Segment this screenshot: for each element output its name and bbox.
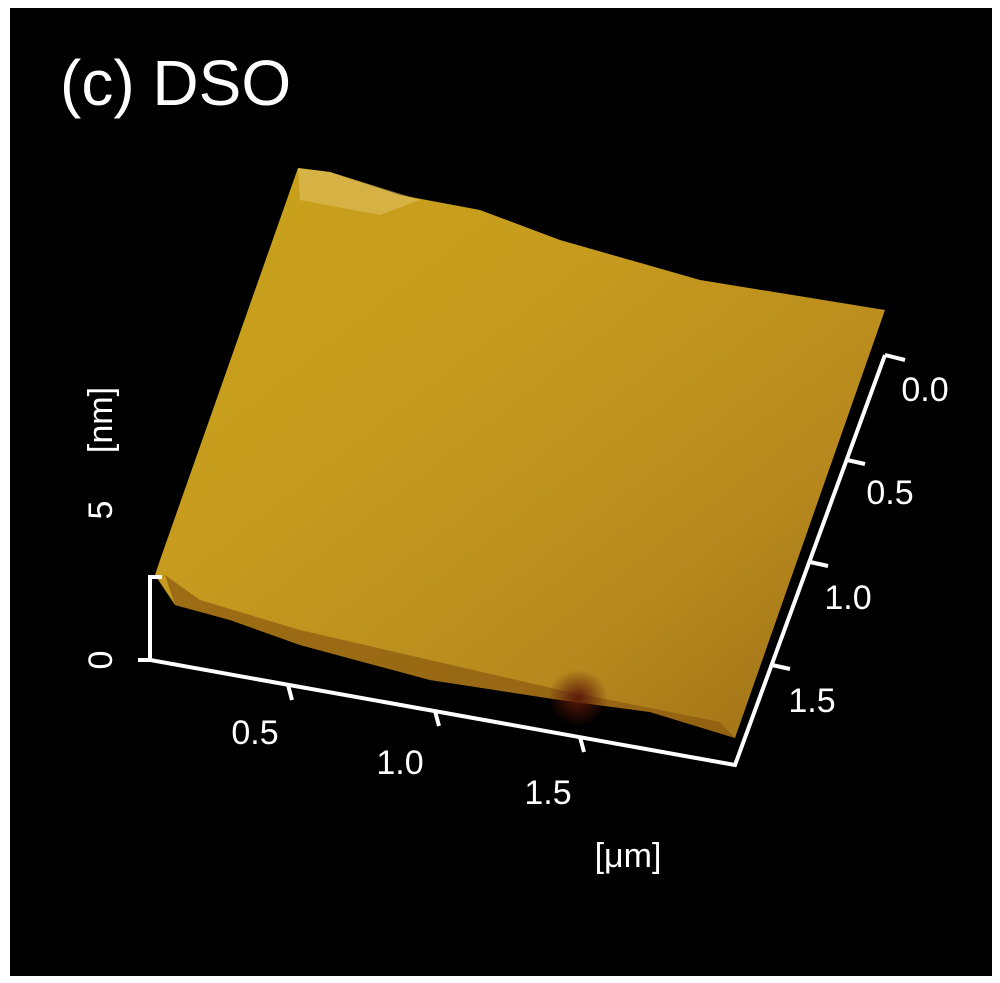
z-tick-label: 5 bbox=[82, 501, 120, 520]
y-tick-label: 0.5 bbox=[866, 474, 913, 512]
z-axis-label: [nm] bbox=[82, 387, 120, 453]
z-tick-label: 0 bbox=[82, 651, 120, 670]
x-axis-label: [μm] bbox=[595, 837, 662, 875]
surface-pit bbox=[548, 670, 608, 726]
afm-figure: (c) DSO 0 5 [nm] 0.5 1.0 1.5 [μm] 0.0 0.… bbox=[0, 0, 1000, 983]
figure-title: (c) DSO bbox=[60, 47, 291, 119]
y-tick-label: 1.0 bbox=[824, 579, 871, 617]
y-tick-label: 1.5 bbox=[788, 682, 835, 720]
y-tick-label: 0.0 bbox=[901, 371, 948, 409]
x-tick-label: 1.0 bbox=[376, 744, 423, 782]
x-tick-label: 1.5 bbox=[524, 774, 571, 812]
x-tick-label: 0.5 bbox=[231, 714, 278, 752]
page: (c) DSO 0 5 [nm] 0.5 1.0 1.5 [μm] 0.0 0.… bbox=[0, 0, 1000, 983]
